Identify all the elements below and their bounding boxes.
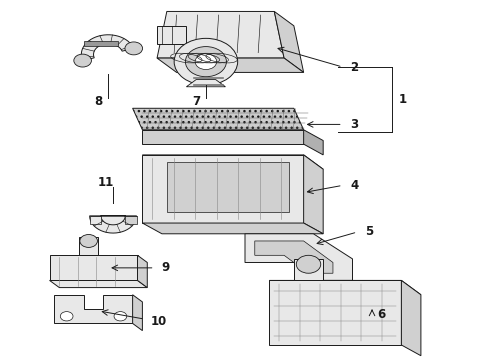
Text: 9: 9 [161, 261, 169, 274]
Text: 8: 8 [94, 95, 102, 108]
Polygon shape [245, 234, 352, 280]
Text: 4: 4 [350, 179, 358, 192]
Polygon shape [125, 216, 137, 224]
Text: 6: 6 [377, 308, 385, 321]
Polygon shape [143, 130, 304, 144]
Polygon shape [401, 280, 421, 356]
Polygon shape [143, 155, 304, 223]
Polygon shape [274, 12, 304, 72]
Circle shape [174, 39, 238, 85]
Polygon shape [143, 155, 323, 169]
Circle shape [125, 42, 143, 55]
Bar [84, 41, 118, 45]
Text: 1: 1 [399, 93, 407, 106]
Polygon shape [81, 35, 134, 60]
Polygon shape [186, 80, 225, 87]
Polygon shape [143, 223, 323, 234]
Polygon shape [294, 259, 323, 280]
Circle shape [195, 54, 217, 69]
Polygon shape [157, 12, 284, 58]
Polygon shape [270, 280, 401, 345]
Polygon shape [304, 130, 323, 155]
Polygon shape [138, 255, 147, 288]
Polygon shape [133, 108, 304, 130]
Text: 5: 5 [365, 225, 373, 238]
Polygon shape [157, 58, 304, 72]
Polygon shape [157, 26, 186, 44]
Circle shape [74, 54, 92, 67]
Polygon shape [54, 295, 133, 323]
Polygon shape [90, 216, 137, 233]
Polygon shape [167, 162, 289, 212]
Text: 3: 3 [350, 118, 358, 131]
Polygon shape [304, 155, 323, 234]
Circle shape [185, 46, 226, 77]
Polygon shape [49, 280, 147, 288]
Polygon shape [270, 280, 421, 295]
Circle shape [296, 255, 321, 273]
Polygon shape [90, 216, 101, 224]
Polygon shape [255, 241, 333, 273]
Text: 11: 11 [98, 176, 114, 189]
Polygon shape [79, 237, 98, 255]
Polygon shape [49, 255, 138, 280]
Circle shape [60, 312, 73, 321]
Text: 7: 7 [192, 95, 200, 108]
Text: 10: 10 [151, 315, 168, 328]
Polygon shape [133, 295, 143, 330]
Circle shape [114, 312, 127, 321]
Circle shape [80, 234, 98, 247]
Text: 2: 2 [350, 60, 358, 73]
